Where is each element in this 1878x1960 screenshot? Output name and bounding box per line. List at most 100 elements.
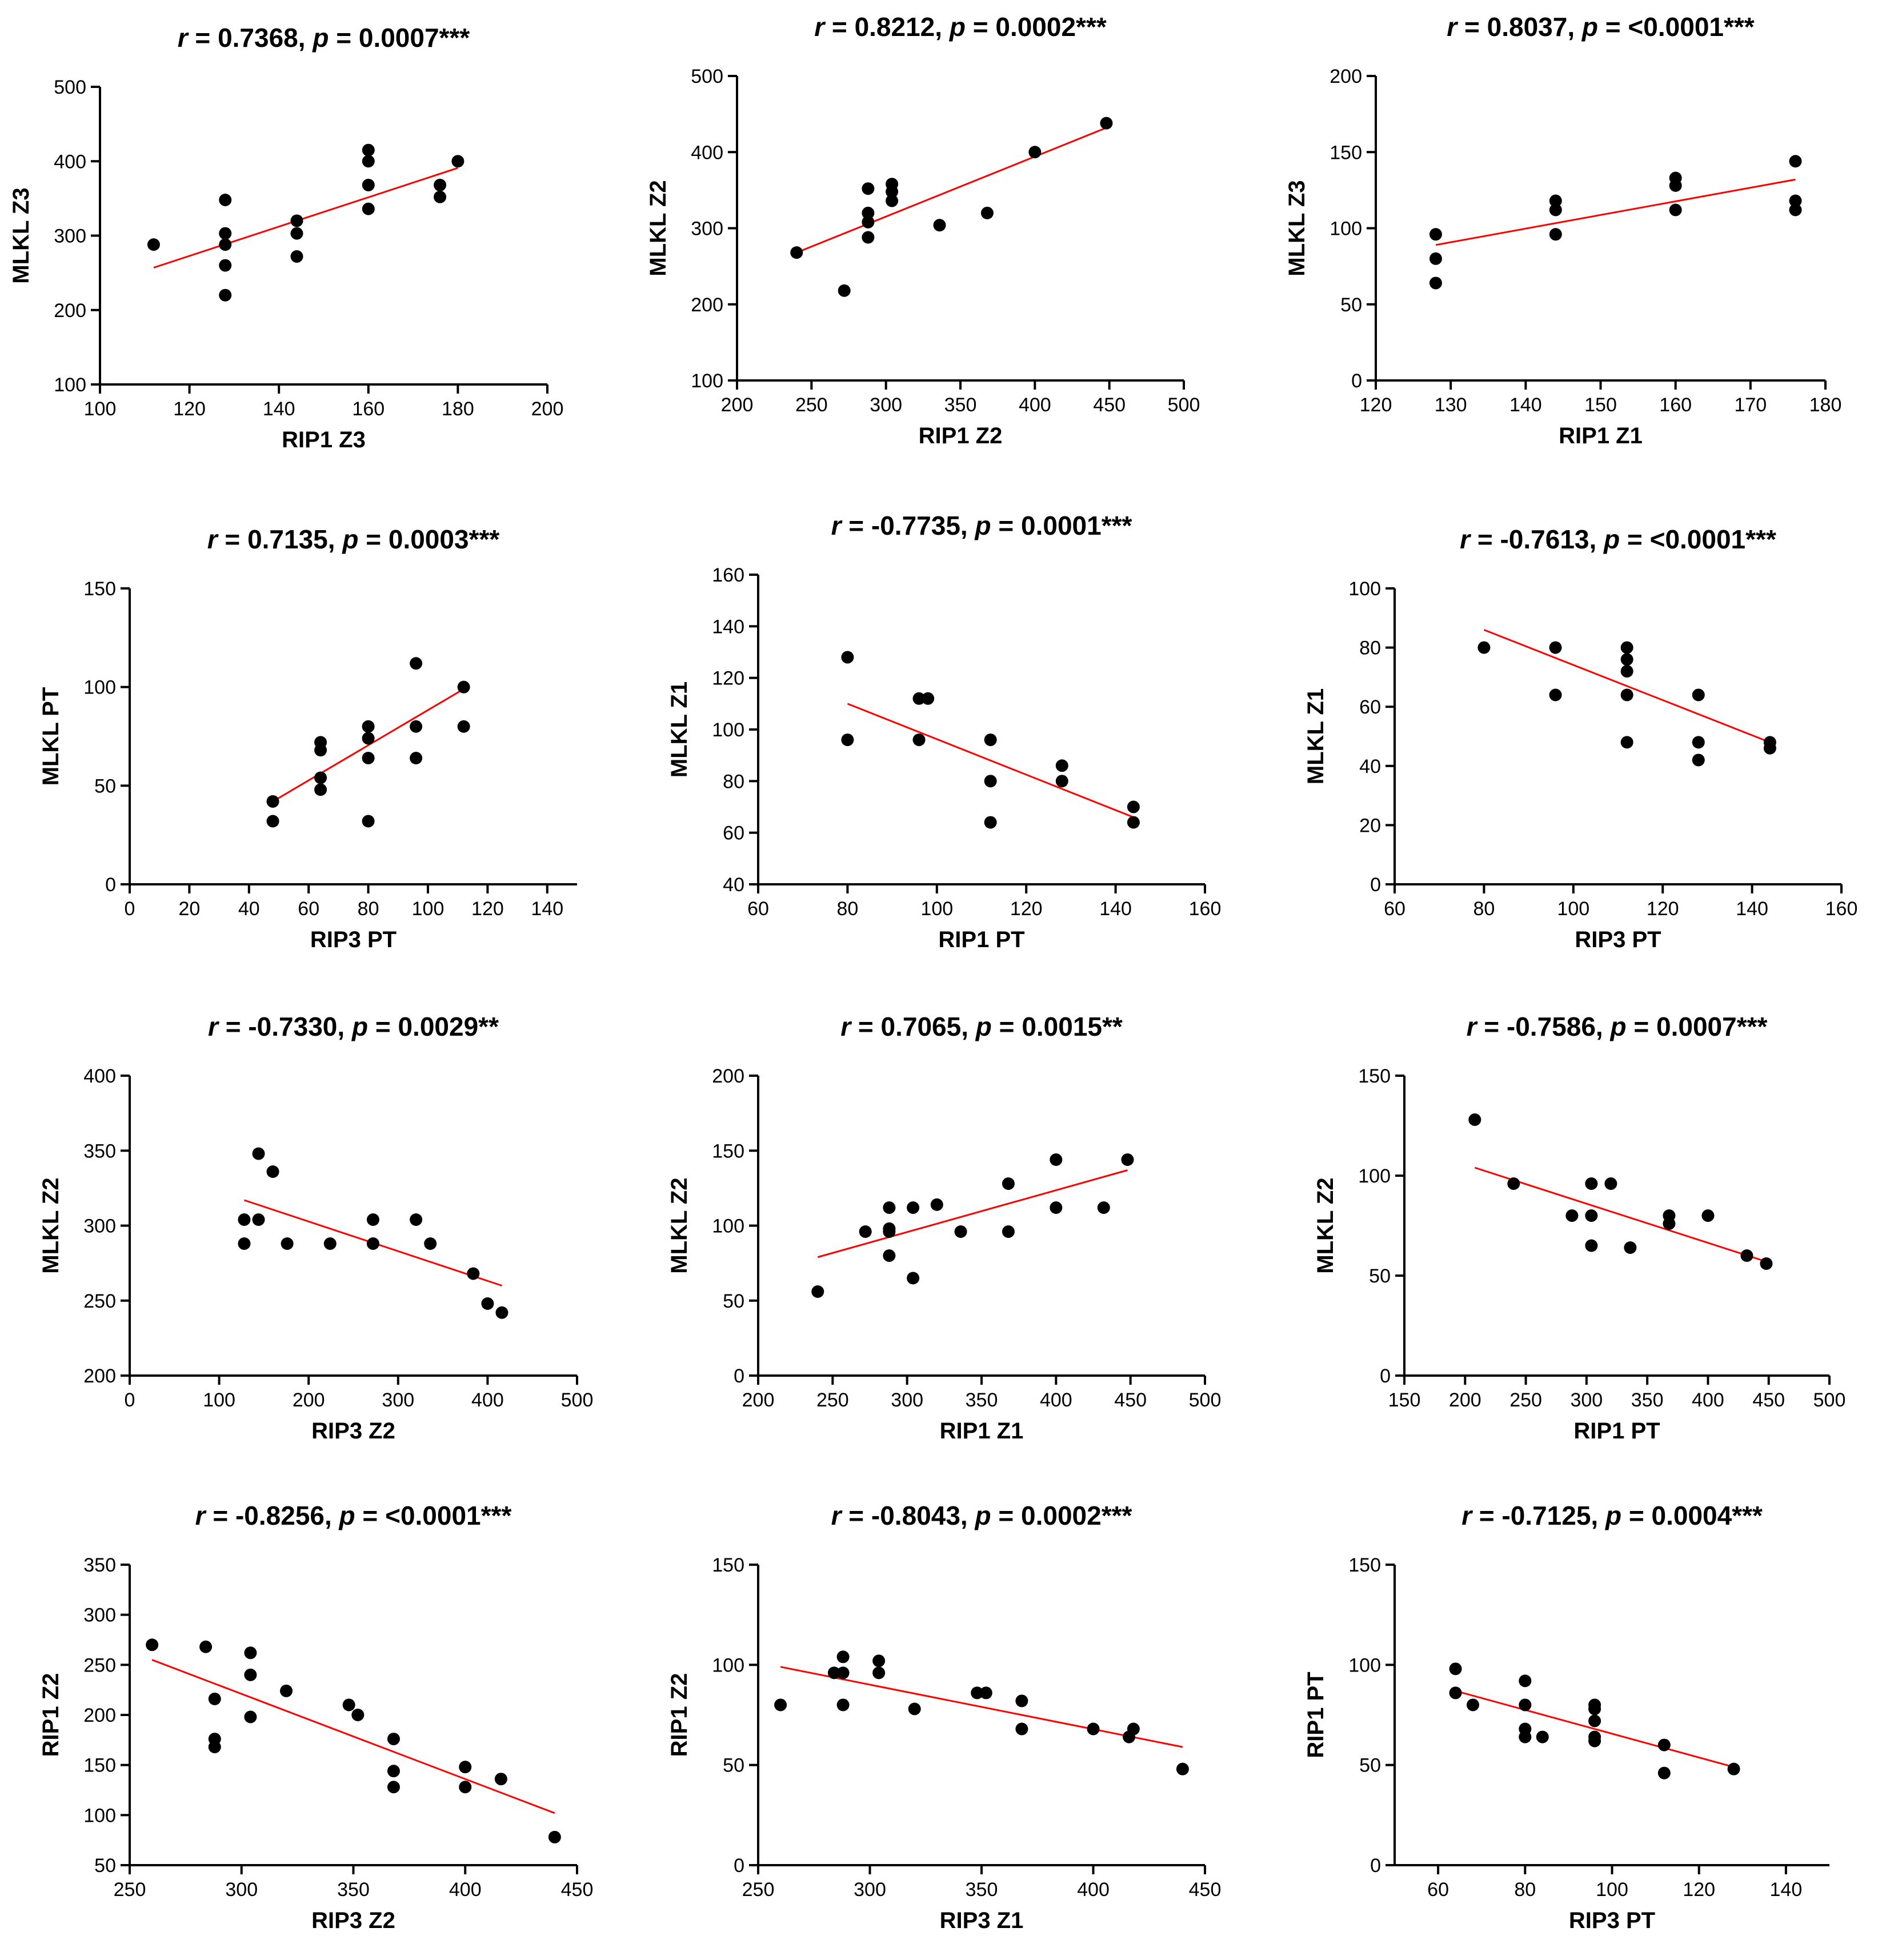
data-point bbox=[1789, 155, 1802, 168]
x-tick-label: 160 bbox=[352, 398, 385, 420]
data-point bbox=[872, 1654, 886, 1668]
data-point bbox=[1789, 194, 1802, 207]
y-tick-label: 140 bbox=[712, 616, 744, 638]
x-tick-label: 450 bbox=[1189, 1879, 1222, 1901]
x-axis-title: RIP3 PT bbox=[1575, 927, 1661, 952]
y-tick-label: 200 bbox=[712, 1065, 744, 1087]
y-axis-title: RIP1 Z2 bbox=[38, 1673, 63, 1757]
y-tick-label: 300 bbox=[691, 218, 723, 240]
title-value: = 0.0003*** bbox=[358, 524, 499, 554]
title-symbol: r bbox=[207, 524, 219, 554]
chart-title: r = 0.7135, p = 0.0003*** bbox=[207, 524, 500, 554]
x-tick-label: 140 bbox=[531, 898, 563, 920]
data-point bbox=[872, 1666, 886, 1680]
x-tick-label: 120 bbox=[173, 398, 206, 420]
data-point bbox=[1588, 1734, 1601, 1747]
data-point bbox=[971, 1686, 984, 1700]
title-symbol: r bbox=[178, 23, 189, 53]
data-point bbox=[387, 1733, 400, 1746]
y-tick-label: 100 bbox=[1358, 1165, 1391, 1187]
title-symbol: r bbox=[1461, 1501, 1473, 1530]
data-point bbox=[1127, 800, 1140, 813]
title-value: = 0.0015** bbox=[992, 1012, 1123, 1041]
title-value: = 0.7065, bbox=[851, 1012, 976, 1041]
title-value: = -0.8256, bbox=[206, 1501, 339, 1530]
x-tick-label: 500 bbox=[561, 1389, 594, 1411]
y-tick-label: 20 bbox=[1359, 815, 1381, 836]
y-tick-label: 500 bbox=[54, 77, 86, 98]
x-tick-label: 0 bbox=[125, 1389, 135, 1411]
data-point bbox=[434, 190, 447, 203]
x-tick-label: 160 bbox=[1659, 394, 1692, 416]
title-symbol: r bbox=[814, 12, 826, 42]
y-tick-label: 0 bbox=[105, 874, 116, 896]
x-tick-label: 300 bbox=[870, 394, 902, 416]
chart-panel: 0 50 100 150 200 200 250 300 350 400 450 500 RIP1 Z1… bbox=[667, 1012, 1221, 1444]
data-point bbox=[1050, 1201, 1063, 1214]
x-tick-label: 500 bbox=[1189, 1389, 1222, 1411]
data-point bbox=[862, 231, 875, 244]
y-axis-title: MLKL Z2 bbox=[667, 1177, 692, 1273]
data-point bbox=[146, 1638, 159, 1652]
title-value: = -0.8043, bbox=[841, 1501, 975, 1530]
data-point bbox=[1585, 1209, 1598, 1222]
y-tick-label: 150 bbox=[83, 578, 116, 600]
chart-title: r = 0.7368, p = 0.0007*** bbox=[178, 23, 470, 53]
data-point bbox=[362, 751, 375, 764]
data-point bbox=[208, 1741, 221, 1754]
data-point bbox=[266, 815, 279, 828]
title-value: = <0.0001*** bbox=[355, 1501, 512, 1530]
x-tick-label: 200 bbox=[531, 398, 564, 420]
data-point bbox=[1620, 665, 1633, 678]
y-tick-label: 160 bbox=[712, 564, 744, 586]
data-point bbox=[252, 1213, 265, 1226]
data-point bbox=[922, 692, 935, 705]
y-tick-label: 100 bbox=[54, 374, 86, 396]
data-point bbox=[1669, 203, 1682, 217]
x-axis-title: RIP3 PT bbox=[310, 927, 397, 952]
x-tick-label: 80 bbox=[1514, 1879, 1536, 1901]
data-point bbox=[252, 1147, 265, 1160]
data-point bbox=[290, 214, 303, 227]
data-point bbox=[314, 744, 327, 757]
x-tick-label: 300 bbox=[225, 1879, 258, 1901]
title-symbol: r bbox=[195, 1501, 207, 1530]
data-point bbox=[1127, 1722, 1140, 1735]
y-axis-title: MLKL Z2 bbox=[646, 180, 671, 276]
x-tick-label: 400 bbox=[1040, 1389, 1072, 1411]
data-point bbox=[1692, 688, 1705, 702]
y-axis-title: MLKL Z3 bbox=[1284, 180, 1310, 276]
title-value: = <0.0001*** bbox=[1598, 12, 1755, 42]
x-tick-label: 100 bbox=[1596, 1879, 1628, 1901]
data-point bbox=[1449, 1686, 1462, 1700]
data-point bbox=[774, 1698, 787, 1712]
data-point bbox=[219, 259, 232, 272]
title-value: = -0.7586, bbox=[1476, 1012, 1610, 1041]
data-point bbox=[1127, 816, 1140, 829]
x-tick-label: 250 bbox=[1509, 1389, 1542, 1411]
data-point bbox=[1692, 753, 1705, 767]
data-point bbox=[836, 1666, 850, 1680]
data-point bbox=[1692, 736, 1705, 749]
x-tick-label: 120 bbox=[471, 898, 504, 920]
data-point bbox=[342, 1698, 355, 1712]
data-point bbox=[933, 219, 946, 232]
y-tick-label: 80 bbox=[723, 771, 744, 792]
x-tick-label: 140 bbox=[1099, 898, 1132, 920]
x-tick-label: 130 bbox=[1435, 394, 1467, 416]
x-tick-label: 300 bbox=[854, 1879, 886, 1901]
y-tick-label: 200 bbox=[1330, 66, 1362, 87]
y-tick-label: 400 bbox=[83, 1065, 116, 1087]
title-value: = <0.0001*** bbox=[1620, 524, 1776, 554]
x-axis-title: RIP1 Z1 bbox=[940, 1418, 1024, 1444]
title-value: = 0.8037, bbox=[1457, 12, 1582, 42]
data-point bbox=[841, 734, 854, 747]
data-point bbox=[1015, 1722, 1028, 1735]
title-symbol: r bbox=[1447, 12, 1458, 42]
x-tick-label: 500 bbox=[1168, 394, 1200, 416]
data-point bbox=[1620, 641, 1633, 654]
title-value: = -0.7330, bbox=[218, 1012, 352, 1041]
data-point bbox=[1519, 1730, 1532, 1743]
